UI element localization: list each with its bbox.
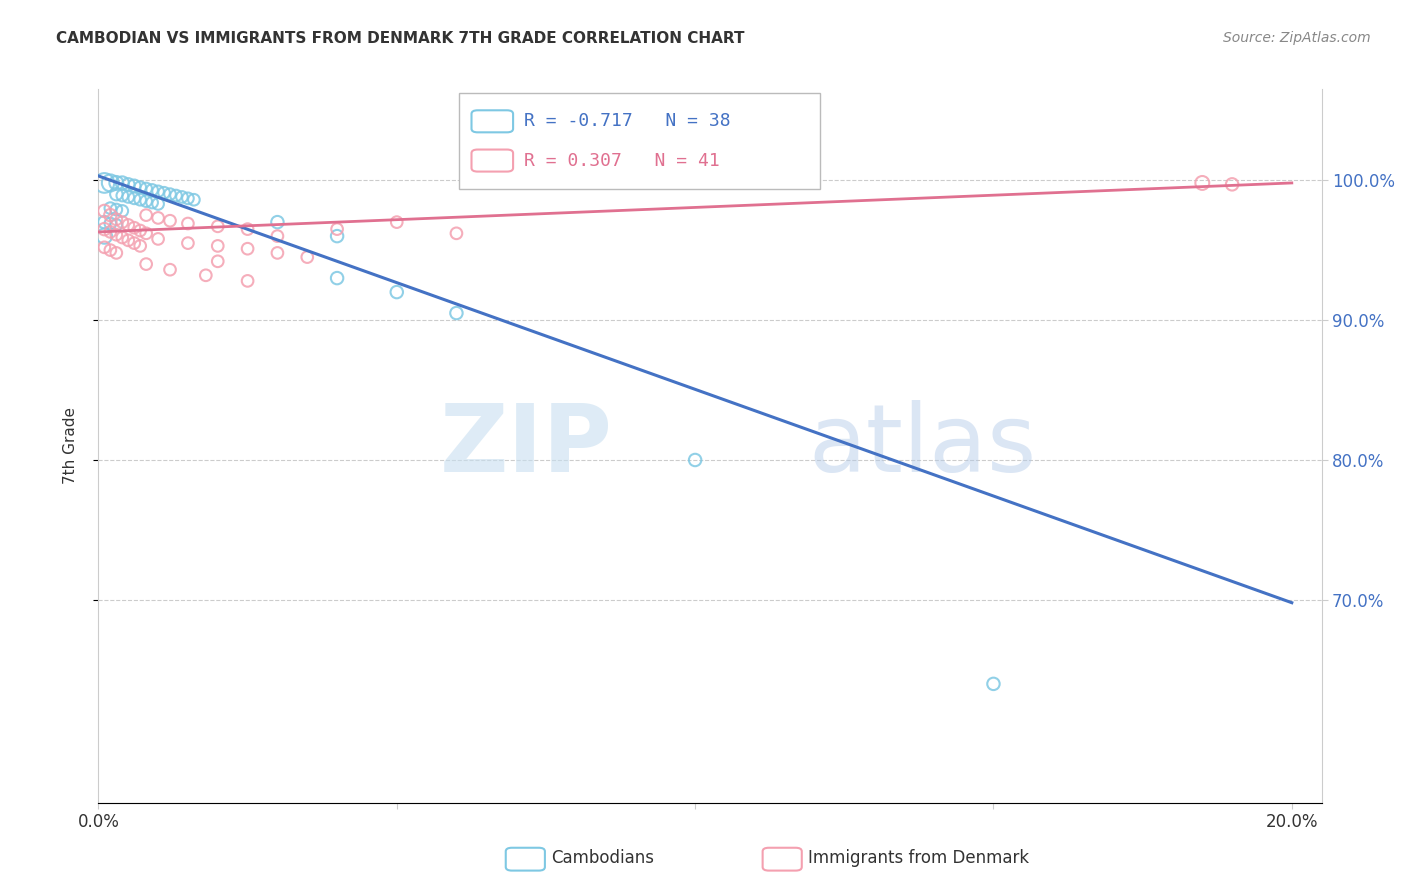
Point [141,195,163,210]
Point [98,201,121,215]
Point [117,190,139,204]
Point [146,211,169,225]
Point [1220,178,1243,192]
Point [117,178,139,192]
Text: ZIP: ZIP [439,400,612,492]
Point [683,453,706,467]
Point [93,215,115,229]
Point [153,186,176,200]
Point [146,197,169,211]
Point [135,257,157,271]
Text: Cambodians: Cambodians [551,849,654,867]
Text: atlas: atlas [808,400,1036,492]
Point [146,232,169,246]
Point [135,208,157,222]
Text: CAMBODIAN VS IMMIGRANTS FROM DENMARK 7TH GRADE CORRELATION CHART: CAMBODIAN VS IMMIGRANTS FROM DENMARK 7TH… [56,31,745,46]
Point [105,176,128,190]
Point [385,285,408,299]
Point [98,176,121,190]
Point [93,203,115,218]
Text: Source: ZipAtlas.com: Source: ZipAtlas.com [1223,31,1371,45]
Point [207,239,229,253]
Point [98,243,121,257]
Point [98,208,121,222]
Point [183,193,205,207]
Point [122,236,145,251]
Point [266,229,288,244]
Point [1191,176,1213,190]
Point [129,239,152,253]
Point [170,190,193,204]
Point [129,223,152,237]
Point [122,178,145,193]
Y-axis label: 7th Grade: 7th Grade [63,408,77,484]
Point [93,222,115,236]
Point [266,246,288,260]
Point [98,217,121,231]
Point [105,227,128,242]
Point [326,229,349,244]
Point [93,240,115,254]
FancyBboxPatch shape [460,93,820,189]
Point [177,236,200,251]
Point [159,262,181,277]
Text: Immigrants from Denmark: Immigrants from Denmark [808,849,1029,867]
Point [93,176,115,190]
Point [111,215,134,229]
Point [105,187,128,202]
Point [236,242,259,256]
Point [111,188,134,202]
Point [297,250,319,264]
Point [177,191,200,205]
Point [122,220,145,235]
Point [983,677,1005,691]
Point [194,268,217,283]
Point [207,219,229,234]
Point [105,218,128,232]
Point [385,215,408,229]
Point [129,180,152,194]
Point [105,246,128,260]
Point [236,274,259,288]
Point [207,254,229,268]
Point [122,191,145,205]
Point [141,183,163,197]
Point [135,194,157,208]
Point [111,176,134,190]
Point [146,185,169,199]
Point [111,230,134,244]
Point [326,222,349,236]
Point [129,193,152,207]
Point [98,225,121,239]
Point [111,203,134,218]
Point [135,227,157,241]
Point [446,306,468,320]
Point [105,202,128,217]
Point [105,212,128,227]
Text: R = 0.307   N = 41: R = 0.307 N = 41 [524,152,720,169]
Point [266,215,288,229]
Point [159,187,181,202]
Point [117,218,139,232]
Point [236,222,259,236]
Point [159,213,181,227]
Point [326,271,349,285]
Point [117,233,139,247]
Point [93,229,115,244]
Point [177,217,200,231]
Text: R = -0.717   N = 38: R = -0.717 N = 38 [524,112,731,130]
Point [135,181,157,195]
Point [165,188,187,202]
Point [446,227,468,241]
